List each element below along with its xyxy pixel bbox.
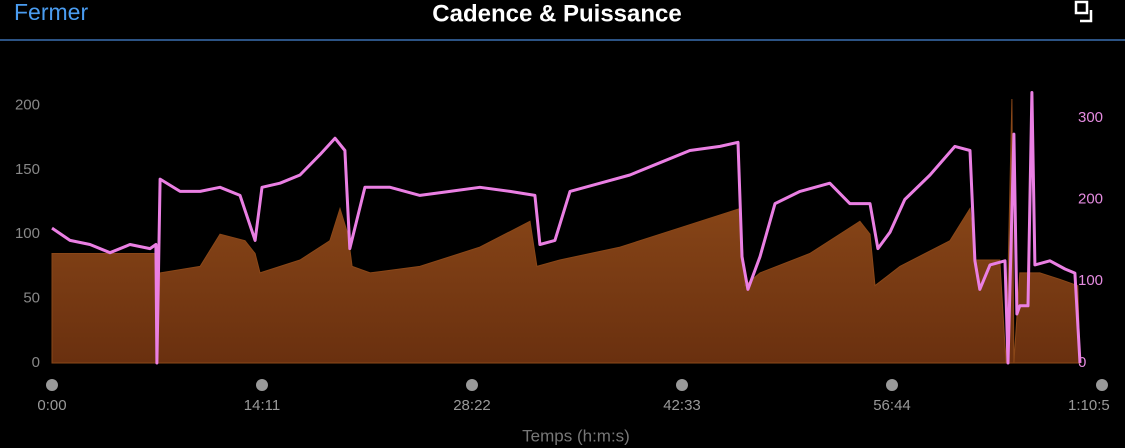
y-tick-label: 50	[23, 290, 40, 307]
expand-icon[interactable]	[1074, 0, 1093, 23]
x-tick-dot	[676, 379, 688, 391]
x-tick-label: 42:33	[663, 397, 701, 414]
plot: 0 50 100 150 200 0 100 200 300 0:00 14:11 28:22 42:3…	[15, 91, 1110, 414]
y-tick-label: 100	[15, 225, 40, 242]
x-tick-label: 0:00	[37, 397, 66, 414]
x-tick-label: 28:22	[453, 397, 491, 414]
x-tick-dot	[46, 379, 58, 391]
y2-tick-label: 0	[1078, 354, 1086, 371]
y2-tick-label: 100	[1078, 272, 1103, 289]
y2-tick-label: 200	[1078, 190, 1103, 207]
x-tick-dot	[1096, 379, 1108, 391]
page-title: Cadence & Puissance	[432, 0, 681, 27]
x-tick-label: 1:10:5	[1068, 397, 1110, 414]
x-tick-dot	[256, 379, 268, 391]
x-tick-dot	[886, 379, 898, 391]
y-tick-label: 200	[15, 96, 40, 113]
cadence-area	[51, 98, 1081, 364]
x-tick-label: 56:44	[873, 397, 911, 414]
x-axis-label: Temps (h:m:s)	[522, 426, 630, 445]
close-button[interactable]: Fermer	[14, 0, 88, 25]
x-tick-label: 14:11	[244, 397, 280, 414]
y-tick-label: 150	[15, 161, 40, 178]
y2-tick-label: 300	[1078, 109, 1103, 126]
x-tick-dot	[466, 379, 478, 391]
y-tick-label: 0	[32, 354, 40, 371]
power-line	[51, 91, 1082, 365]
